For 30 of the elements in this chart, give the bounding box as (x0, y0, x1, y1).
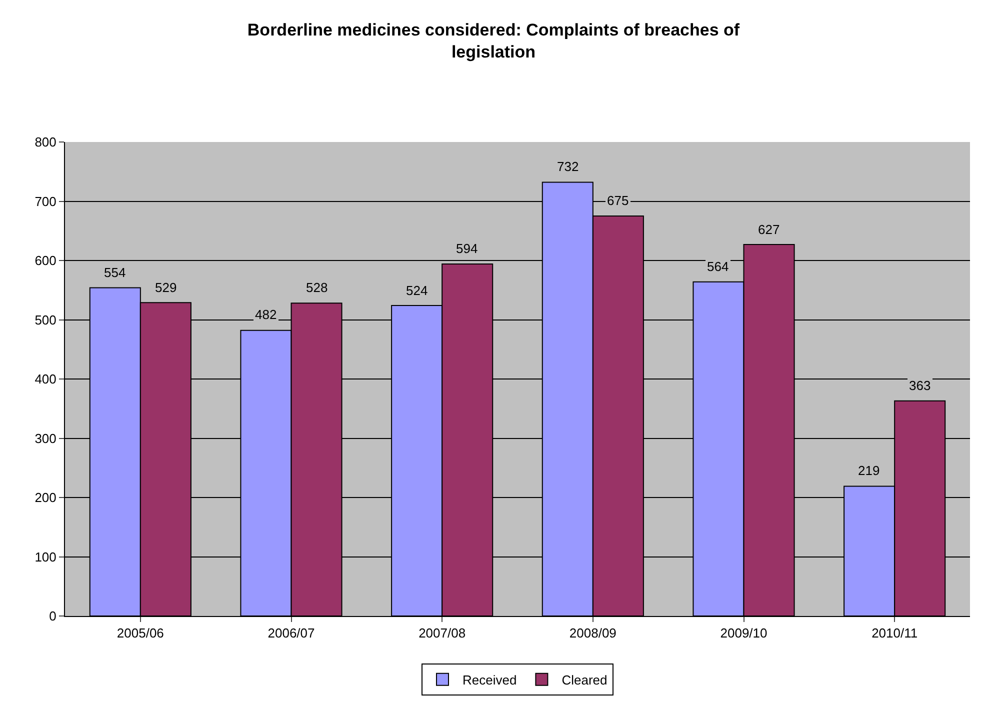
data-label: 594 (456, 241, 478, 256)
x-tick-label: 2006/07 (268, 626, 315, 641)
y-tick-label: 400 (34, 372, 56, 387)
y-tick-label: 300 (34, 430, 56, 446)
y-tick-label: 200 (34, 490, 56, 506)
y-tick-label: 100 (34, 549, 56, 564)
chart-title: Borderline medicines considered: Complaints of breaches of legislation (247, 20, 740, 62)
x-tick-label: 2010/11 (872, 626, 918, 641)
legend-label: Cleared (562, 672, 608, 688)
data-label: 675 (607, 193, 629, 208)
data-label: 627 (758, 222, 780, 237)
data-label: 219 (858, 463, 880, 478)
x-tick-label: 2007/08 (418, 626, 466, 641)
y-tick-label: 500 (34, 312, 56, 328)
y-tick-label: 600 (34, 253, 56, 268)
data-label: 363 (909, 378, 931, 393)
data-label: 554 (104, 265, 126, 280)
y-tick-label: 0 (49, 608, 56, 624)
data-label: 524 (406, 283, 428, 298)
x-tick-label: 2009/10 (720, 626, 768, 641)
y-tick-label: 800 (34, 134, 56, 150)
x-tick-label: 2008/09 (569, 626, 616, 641)
data-label: 482 (255, 307, 277, 322)
y-tick-label: 700 (34, 194, 56, 209)
data-label: 529 (155, 280, 177, 295)
data-label: 528 (306, 280, 328, 295)
x-tick-label: 2005/06 (116, 626, 164, 641)
legend-label: Received (462, 672, 517, 688)
data-label: 564 (707, 259, 729, 274)
data-label: 732 (557, 159, 579, 174)
